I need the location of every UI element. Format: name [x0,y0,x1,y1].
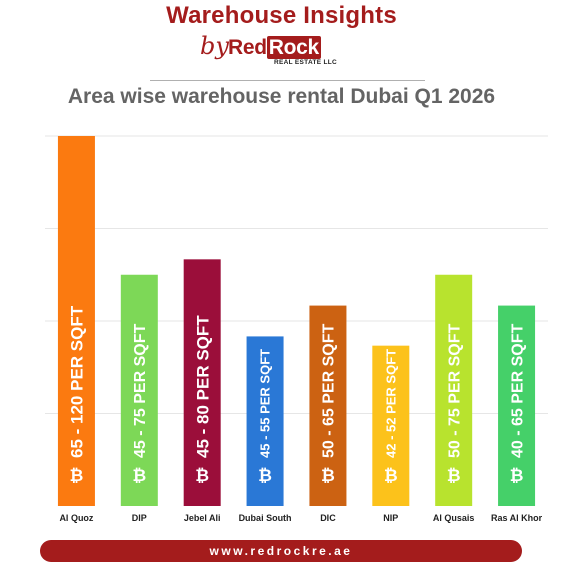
brand-title: Warehouse Insights [166,2,397,29]
bar-value-label: 45 - 55 PER SQFT [258,349,273,458]
bar [120,274,158,506]
category-label: NIP [383,513,398,523]
bar-value-label: 45 - 80 PER SQFT [193,315,212,458]
bar-value-label: 65 - 120 PER SQFT [68,305,87,458]
category-label: DIP [132,513,147,523]
bar-range: 65 - 120 [68,391,87,458]
logo-subtitle: REAL ESTATE LLC [274,59,337,66]
header: Warehouse Insights by RedRock REAL ESTAT… [0,0,563,110]
currency-symbol-icon: ₿ [132,466,146,486]
bar-unit: PER SQFT [383,349,398,414]
currency-symbol-icon: ₿ [258,466,272,486]
chart-title: Area wise warehouse rental Dubai Q1 2026 [67,85,496,108]
bar [498,305,536,506]
bar-value-label: 45 - 75 PER SQFT [132,324,149,459]
bar-unit: PER SQFT [68,305,87,391]
redrock-logo: RedRock REAL ESTATE LLC [228,36,343,72]
category-label: Al Qusais [433,513,475,523]
currency-symbol-icon: ₿ [384,466,398,486]
currency-symbol-icon: ₿ [447,466,461,486]
bar-range: 50 - 75 [446,404,463,458]
website-banner[interactable]: www.redrockre.ae [40,540,522,562]
bar-value-label: 50 - 65 PER SQFT [321,324,338,459]
bar [309,305,347,506]
bar-unit: PER SQFT [258,349,273,414]
bar-unit: PER SQFT [509,324,526,404]
category-label: Ras Al Khor [491,513,543,523]
category-label: Dubai South [239,513,292,523]
bar-unit: PER SQFT [193,315,212,401]
bar-value-label: 40 - 65 PER SQFT [509,324,526,459]
header-divider [150,80,425,81]
currency-symbol-icon: ₿ [70,466,84,486]
bar-range: 45 - 75 [132,404,149,458]
bar-range: 40 - 65 [509,404,526,458]
currency-symbol-icon: ₿ [510,466,524,486]
category-label: DIC [320,513,336,523]
logo-rock: Rock [266,36,321,59]
bar-range: 42 - 52 [383,414,398,458]
bar-value-label: 42 - 52 PER SQFT [383,349,398,458]
category-label: Jebel Ali [184,513,221,523]
bar [435,274,473,506]
bar-range: 45 - 55 [258,414,273,458]
bar [372,345,410,506]
logo-wordmark: RedRock [228,36,321,60]
bar [57,136,95,506]
currency-symbol-icon: ₿ [321,466,335,486]
category-label: Al Quoz [59,513,93,523]
bar-value-label: 50 - 75 PER SQFT [446,324,463,459]
by-text: by [200,32,229,60]
bar-range: 50 - 65 [321,404,338,458]
logo-red: Red [228,36,267,59]
bar-range: 45 - 80 [193,400,212,458]
currency-symbol-icon: ₿ [195,466,209,486]
bar-unit: PER SQFT [132,324,149,404]
bar-unit: PER SQFT [321,324,338,404]
bar [183,259,221,506]
bar-unit: PER SQFT [446,324,463,404]
bar [246,336,284,506]
